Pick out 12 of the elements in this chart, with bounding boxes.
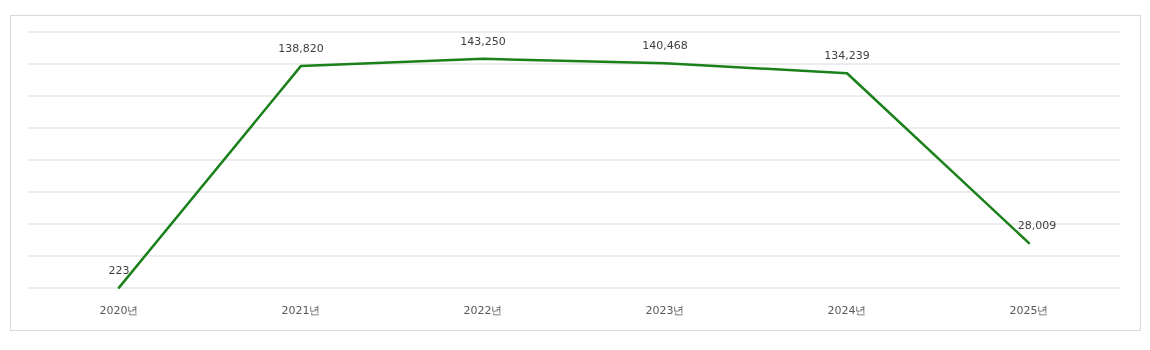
x-tick-label: 2024년 — [827, 304, 867, 317]
data-label: 140,468 — [642, 39, 688, 53]
data-label: 28,009 — [1017, 219, 1057, 233]
x-tick-label: 2020년 — [99, 304, 139, 317]
x-tick-label: 2022년 — [463, 304, 503, 317]
data-label: 143,250 — [460, 34, 506, 48]
data-label: 138,820 — [278, 41, 324, 55]
x-tick-label: 2025년 — [1009, 304, 1049, 317]
x-tick-label: 2023년 — [645, 304, 685, 317]
data-label: 223 — [108, 263, 130, 277]
x-tick-label: 2021년 — [281, 304, 321, 317]
data-label: 134,239 — [824, 49, 870, 63]
